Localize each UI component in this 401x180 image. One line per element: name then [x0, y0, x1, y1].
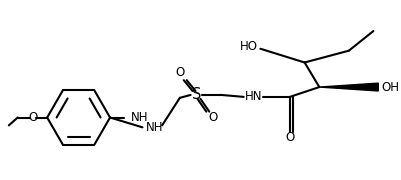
Text: NH: NH [131, 111, 148, 124]
Text: HO: HO [239, 40, 257, 53]
Text: O: O [29, 111, 38, 124]
Text: OH: OH [381, 81, 399, 94]
Text: O: O [175, 66, 184, 79]
Polygon shape [319, 83, 378, 91]
Text: HN: HN [245, 90, 262, 103]
Text: O: O [285, 131, 294, 144]
Text: NH: NH [146, 121, 163, 134]
Text: S: S [192, 87, 201, 102]
Text: O: O [209, 111, 218, 124]
